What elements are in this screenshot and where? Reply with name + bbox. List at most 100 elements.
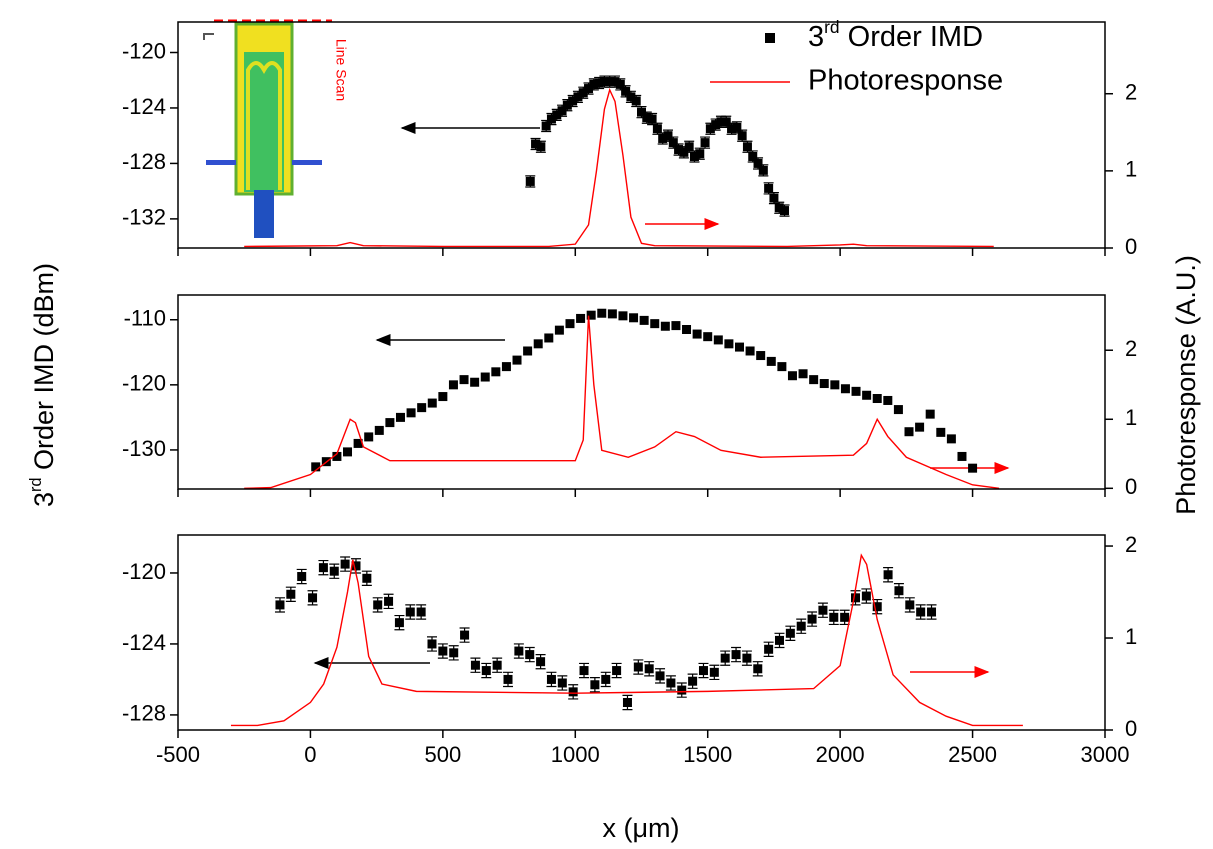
- data-point: [394, 618, 404, 628]
- y-tick-label: -120: [122, 38, 166, 63]
- data-point: [732, 122, 742, 132]
- data-point: [905, 600, 915, 610]
- line: [244, 315, 1000, 489]
- y-tick-label: -120: [122, 559, 166, 584]
- x-tick-label: 500: [424, 742, 461, 767]
- data-point: [395, 412, 405, 422]
- data-point: [677, 685, 687, 695]
- data-point: [492, 660, 502, 670]
- data-point: [480, 372, 490, 382]
- data-point: [503, 674, 513, 684]
- plot-frame: [177, 21, 1106, 249]
- data-point: [769, 193, 779, 203]
- data-point: [501, 362, 511, 372]
- data-point: [883, 395, 893, 405]
- data-point: [894, 586, 904, 596]
- data-point: [698, 666, 708, 676]
- inset-device: [292, 160, 322, 165]
- data-point: [925, 409, 935, 419]
- data-point: [650, 319, 660, 329]
- data-point: [364, 432, 374, 442]
- line: [244, 87, 994, 248]
- data-point: [668, 138, 678, 148]
- data-point: [565, 319, 575, 329]
- data-point: [872, 602, 882, 612]
- data-point: [629, 313, 639, 323]
- data-point: [968, 463, 978, 473]
- inset-device: [246, 61, 282, 190]
- data-point: [536, 142, 546, 152]
- data-point: [541, 121, 551, 131]
- data-point: [546, 674, 556, 684]
- data-point: [615, 79, 625, 89]
- data-point: [637, 107, 646, 117]
- data-point: [642, 113, 652, 123]
- data-point: [705, 124, 715, 134]
- data-point: [343, 447, 353, 457]
- line: [230, 553, 1023, 727]
- data-point: [275, 600, 285, 610]
- data-point: [416, 607, 426, 617]
- data-point: [671, 321, 681, 331]
- data-point: [286, 589, 296, 599]
- data-point: [742, 653, 752, 663]
- data-point: [796, 621, 806, 631]
- data-point: [552, 110, 562, 120]
- x-tick-label: 1000: [551, 742, 600, 767]
- data-point: [612, 666, 622, 676]
- data-point: [340, 559, 350, 569]
- y2-axis-title: Photoresponse (A.U.): [1171, 255, 1201, 515]
- data-point: [927, 607, 937, 617]
- data-point: [851, 386, 861, 396]
- data-point: [695, 149, 705, 159]
- data-point: [599, 77, 609, 87]
- y-axis-title: 3rd Order IMD (dBm): [27, 263, 59, 507]
- y-tick-label: -124: [122, 94, 166, 119]
- data-point: [692, 329, 702, 339]
- x-tick-label: 3000: [1081, 742, 1130, 767]
- data-point: [405, 607, 415, 617]
- y-tick-label: -132: [122, 205, 166, 230]
- data-point: [737, 131, 747, 141]
- data-point: [362, 573, 372, 583]
- legend-label: Photoresponse: [808, 65, 1003, 97]
- data-point: [626, 92, 636, 102]
- legend-label: 3rd Order IMD: [808, 17, 983, 53]
- data-point: [809, 375, 819, 385]
- data-point: [753, 664, 763, 674]
- panel: -120 -124 -128 -132 0 1 2: [122, 21, 1137, 259]
- data-point: [829, 612, 839, 622]
- x-tick-label: 1500: [683, 742, 732, 767]
- data-point: [819, 379, 829, 389]
- data-point: [514, 646, 524, 656]
- y-tick-label: -120: [122, 371, 166, 396]
- data-point: [544, 333, 554, 343]
- inset-device: [244, 52, 284, 192]
- data-point: [523, 346, 533, 356]
- data-point: [311, 462, 321, 472]
- data-point: [481, 666, 491, 676]
- data-point: [448, 380, 458, 390]
- inset-label: Line Scan: [333, 39, 349, 101]
- data-point: [957, 451, 967, 461]
- plot-frame: [177, 294, 1106, 490]
- y2-tick-label: 2: [1125, 336, 1137, 361]
- data-point: [734, 342, 744, 352]
- panel: -110 -120 -130 0 1 2: [122, 294, 1137, 499]
- data-point: [297, 572, 307, 582]
- data-point: [716, 117, 726, 127]
- data-point: [872, 394, 882, 404]
- data-point: [417, 403, 427, 413]
- data-point: [798, 369, 808, 379]
- plot-area: [230, 553, 1023, 727]
- data-point: [639, 315, 649, 325]
- data-point: [753, 158, 763, 168]
- data-point: [785, 628, 795, 638]
- data-point: [633, 662, 643, 672]
- inset-device: [206, 160, 236, 165]
- x-tick-label: 0: [304, 742, 316, 767]
- data-point: [745, 346, 755, 356]
- y2-tick-label: 0: [1125, 234, 1137, 259]
- data-point: [727, 124, 737, 134]
